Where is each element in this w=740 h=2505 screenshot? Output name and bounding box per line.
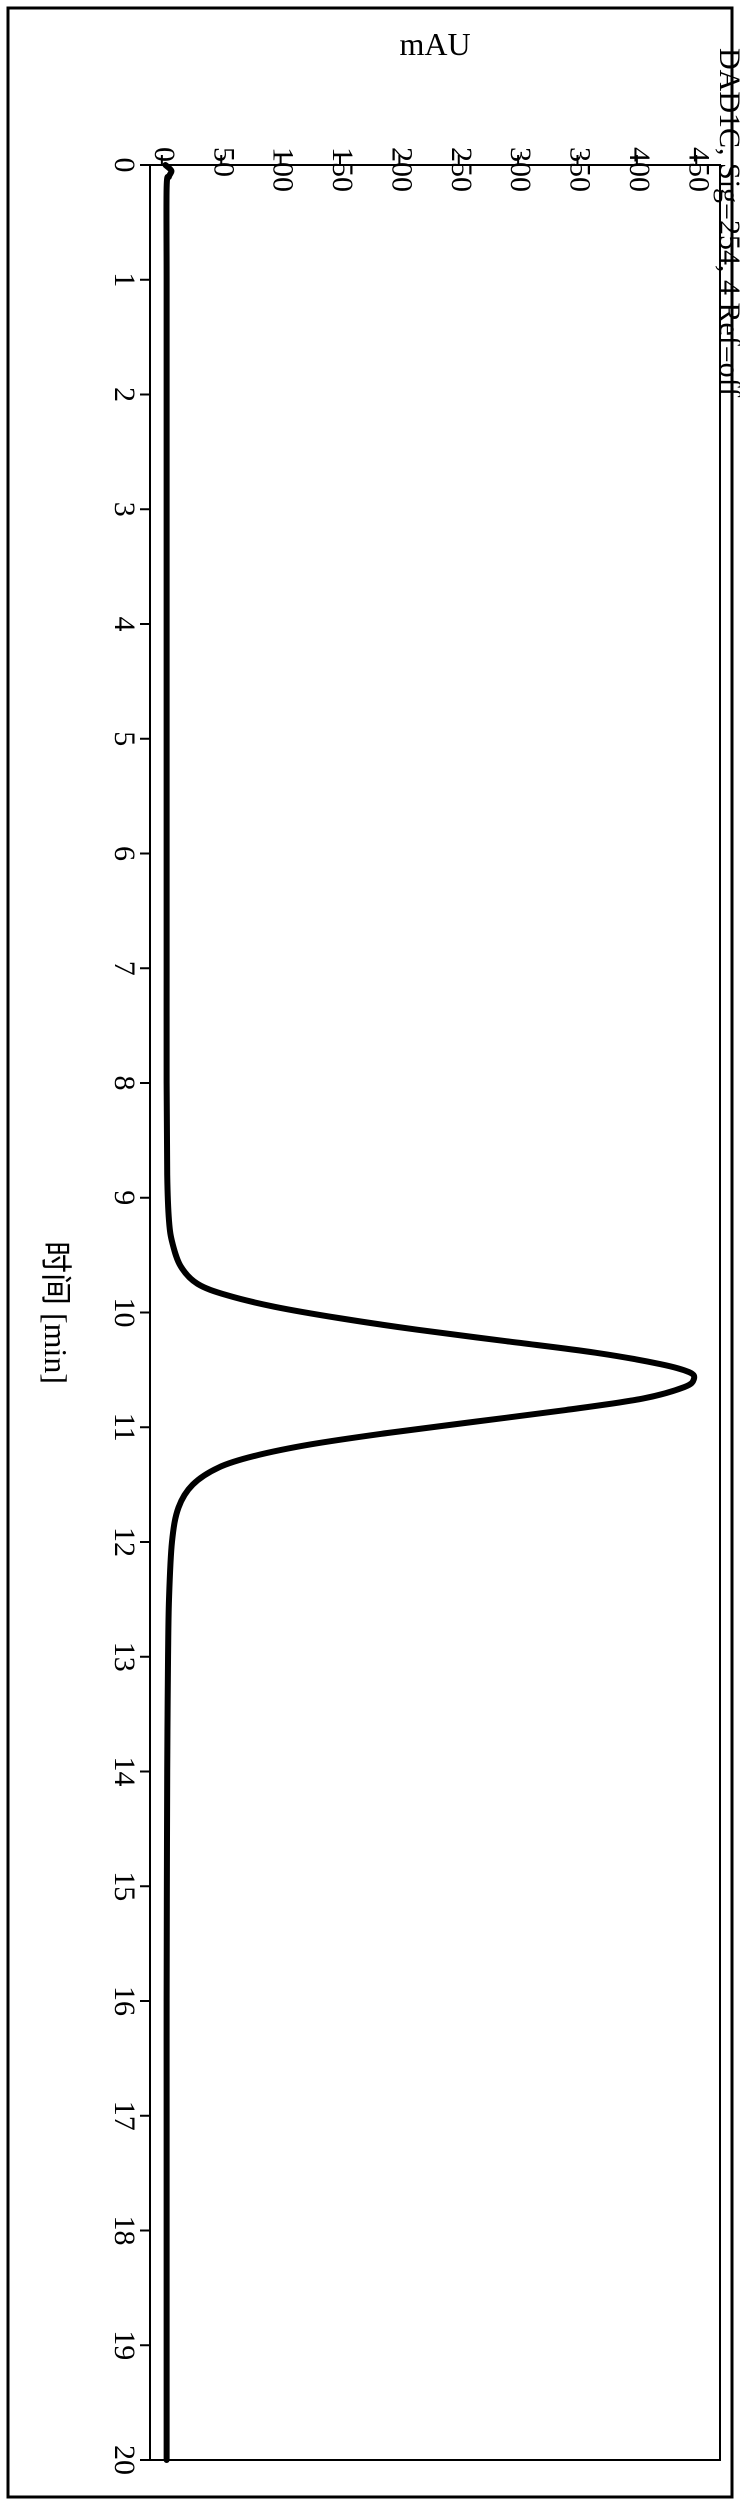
time-tick-label: 8 <box>108 1076 141 1091</box>
time-tick-label: 16 <box>108 1986 141 2016</box>
signal-tick-label: 0 <box>148 147 181 162</box>
time-tick-label: 12 <box>108 1527 141 1557</box>
time-tick-label: 13 <box>108 1642 141 1672</box>
signal-tick-label: 100 <box>267 147 300 192</box>
plot-area <box>150 165 720 2460</box>
signal-tick-label: 350 <box>564 147 597 192</box>
signal-tick-label: 450 <box>682 147 715 192</box>
signal-axis-ticks: 0 50 100 150 200 250 300 350 400 450 <box>148 147 715 192</box>
signal-tick-label: 400 <box>623 147 656 192</box>
time-tick-label: 5 <box>108 731 141 746</box>
time-tick-label: 4 <box>108 617 141 632</box>
time-tick-label: 10 <box>108 1298 141 1328</box>
time-tick-label: 19 <box>108 2330 141 2360</box>
time-axis-ticks: 01234567891011121314151617181920 <box>108 158 150 2476</box>
signal-tick-label: 150 <box>326 147 359 192</box>
time-tick-label: 2 <box>108 387 141 402</box>
chart-title: DAD1C, Sig=254, 4 Ref=off <box>713 48 740 397</box>
time-tick-label: 14 <box>108 1757 141 1787</box>
time-tick-label: 20 <box>108 2445 141 2475</box>
time-tick-label: 18 <box>108 2216 141 2246</box>
signal-tick-label: 50 <box>207 147 240 177</box>
time-tick-label: 11 <box>108 1413 141 1442</box>
signal-tick-label: 300 <box>504 147 537 192</box>
chromatogram-chart: DAD1C, Sig=254, 4 Ref=off mAU 时间 [min] 0… <box>0 0 740 2505</box>
time-tick-label: 17 <box>108 2101 141 2131</box>
time-tick-label: 6 <box>108 846 141 861</box>
time-tick-label: 7 <box>108 961 141 976</box>
signal-axis-label: mAU <box>399 26 470 62</box>
time-tick-label: 9 <box>108 1190 141 1205</box>
chromatogram-trace <box>165 165 694 2460</box>
time-axis-label: 时间 [min] <box>38 1241 74 1384</box>
time-tick-label: 15 <box>108 1871 141 1901</box>
signal-tick-label: 200 <box>385 147 418 192</box>
time-tick-label: 3 <box>108 502 141 517</box>
time-tick-label: 0 <box>108 158 141 173</box>
time-tick-label: 1 <box>108 272 141 287</box>
signal-tick-label: 250 <box>445 147 478 192</box>
